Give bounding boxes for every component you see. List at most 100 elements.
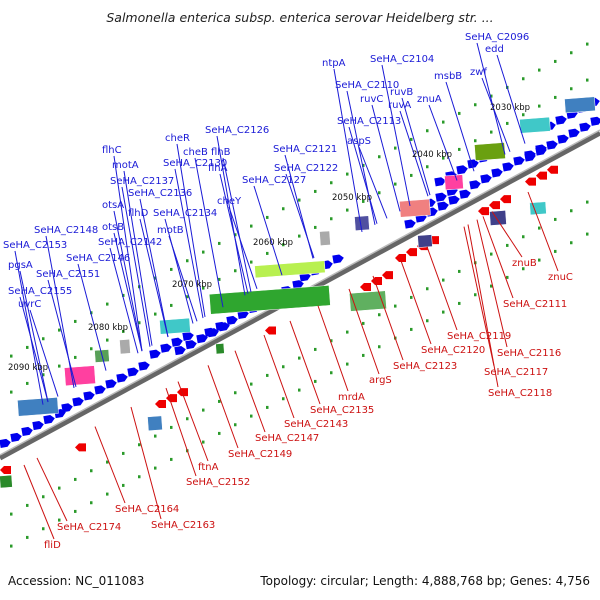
feature-block (529, 201, 547, 216)
leader-line (426, 246, 458, 331)
track-dot (266, 251, 269, 255)
forward-gene-arrow (491, 168, 503, 178)
leader-line (216, 135, 246, 296)
leader-line (496, 54, 526, 144)
forward-gene-arrow (590, 116, 600, 126)
track-dot (58, 328, 61, 332)
feature-blocks (0, 96, 596, 489)
leader-line (121, 186, 151, 347)
leader-line (130, 406, 162, 520)
forward-gene-label: uvrC (18, 299, 41, 310)
reverse-gene-label: SeHA_C2143 (284, 419, 348, 430)
track-dot (218, 241, 221, 245)
feature-block (354, 215, 370, 231)
track-dot (106, 338, 109, 342)
reverse-gene-label: SeHA_C2174 (57, 522, 121, 533)
forward-gene-label: SeHA_C2142 (98, 237, 162, 248)
leader-line (139, 198, 169, 338)
forward-gene-arrow (435, 192, 447, 202)
forward-gene-label: SeHA_C2104 (370, 54, 434, 65)
leader-line (263, 334, 295, 419)
forward-gene-arrow (149, 349, 161, 359)
reverse-gene-label: ftnA (198, 462, 219, 473)
track-dot (26, 535, 29, 539)
leader-line (317, 305, 349, 392)
leader-line (333, 68, 363, 233)
dotted-tracks (10, 42, 589, 548)
track-dot (266, 215, 269, 219)
track-dot (346, 362, 349, 366)
leader-line (527, 191, 559, 272)
leader-line (401, 97, 431, 196)
track-dot (490, 252, 493, 256)
forward-gene-arrow (127, 367, 139, 377)
track-dot (58, 518, 61, 522)
kbp-tick-label: 2090 kbp (8, 363, 48, 373)
label-leader-lines (14, 42, 559, 540)
track-dot (42, 495, 45, 499)
track-dot (10, 354, 13, 358)
track-dot (442, 120, 445, 124)
track-dot (138, 475, 141, 479)
forward-gene-label: SeHA_C2151 (36, 269, 100, 280)
leader-line (47, 279, 77, 387)
forward-gene-arrow (43, 415, 55, 425)
forward-gene-label: SeHA_C2134 (153, 208, 217, 219)
track-dot (538, 68, 541, 72)
track-dot (458, 111, 461, 115)
track-dot (186, 417, 189, 421)
track-dot (298, 198, 301, 202)
reverse-gene-arrow (478, 207, 489, 216)
track-dot (378, 313, 381, 317)
track-dot (330, 181, 333, 185)
leader-line (371, 104, 401, 212)
leader-line (113, 232, 143, 352)
forward-gene-label: SeHA_C2110 (335, 80, 399, 91)
track-dot (346, 172, 349, 176)
forward-gene-label: znuA (417, 94, 442, 105)
leader-line (23, 464, 55, 540)
track-dot (170, 457, 173, 461)
forward-gene-label: flhB (211, 147, 231, 158)
track-dot (138, 443, 141, 447)
track-dot (122, 329, 125, 333)
forward-gene-arrow (502, 162, 514, 172)
forward-gene-label: aspS (347, 136, 371, 147)
track-dot (74, 319, 77, 323)
track-dot (570, 87, 573, 91)
track-dot (218, 431, 221, 435)
leader-line (19, 296, 49, 403)
track-dot (202, 440, 205, 444)
kbp-tick-label: 2070 kbp (172, 280, 212, 290)
track-dot (298, 388, 301, 392)
track-dot (234, 269, 237, 273)
reverse-gene-arrow (382, 271, 393, 280)
track-dot (474, 139, 477, 143)
track-dot (186, 259, 189, 263)
forward-gene-label: motB (157, 225, 184, 236)
leader-line (348, 288, 380, 375)
forward-gene-arrow (459, 189, 471, 199)
track-dot (90, 347, 93, 351)
leader-line (476, 219, 508, 348)
track-dot (506, 275, 509, 279)
forward-gene-arrow (480, 174, 492, 184)
feature-block (319, 230, 331, 246)
track-dot (586, 232, 589, 236)
track-dot (506, 121, 509, 125)
feature-block (564, 96, 596, 114)
forward-gene-label: SeHA_C2122 (274, 163, 338, 174)
leader-line (77, 263, 107, 371)
forward-gene-label: flhA (208, 163, 228, 174)
track-dot (474, 293, 477, 297)
reverse-gene-label: SeHA_C2164 (115, 504, 179, 515)
track-dot (490, 94, 493, 98)
forward-gene-label: SeHA_C2153 (3, 240, 67, 251)
forward-gene-label: SeHA_C2121 (273, 144, 337, 155)
track-dot (266, 373, 269, 377)
track-dot (362, 163, 365, 167)
forward-gene-arrow (555, 115, 567, 125)
track-dot (394, 182, 397, 186)
track-dot (474, 103, 477, 107)
track-dot (42, 373, 45, 377)
